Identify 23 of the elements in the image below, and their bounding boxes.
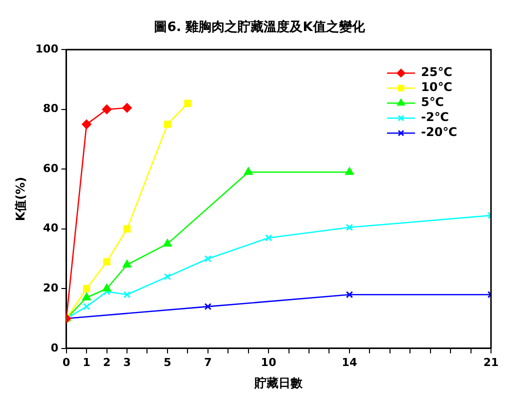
x-tick-label: 0 (62, 356, 71, 369)
y-tick-label: 0 (50, 341, 59, 354)
legend-label: -20℃ (421, 125, 458, 140)
chart-title: 圖6. 雞胸肉之貯藏溫度及K值之變化 (153, 18, 366, 36)
y-tick-label: 20 (43, 282, 59, 294)
x-tick-label: 5 (164, 356, 172, 369)
y-tick-label: 40 (43, 222, 59, 235)
x-tick-label: 10 (260, 356, 277, 369)
legend-label: 5℃ (421, 95, 444, 110)
x-tick-label: 14 (342, 356, 358, 369)
x-tick-label: 1 (82, 356, 90, 369)
legend-label: 10℃ (421, 80, 452, 94)
legend-label: -2℃ (421, 110, 449, 124)
y-tick-label: 100 (35, 42, 59, 56)
x-axis-title: 貯藏日數 (254, 376, 304, 390)
legend-label: 25℃ (421, 65, 452, 80)
x-tick-label: 3 (123, 356, 131, 369)
y-tick-label: 60 (43, 162, 59, 175)
x-tick-label: 7 (204, 356, 212, 369)
x-tick-label: 2 (102, 356, 111, 369)
y-axis-title: K值(%) (13, 176, 28, 222)
y-tick-label: 80 (43, 102, 59, 116)
x-tick-label: 21 (483, 356, 499, 369)
